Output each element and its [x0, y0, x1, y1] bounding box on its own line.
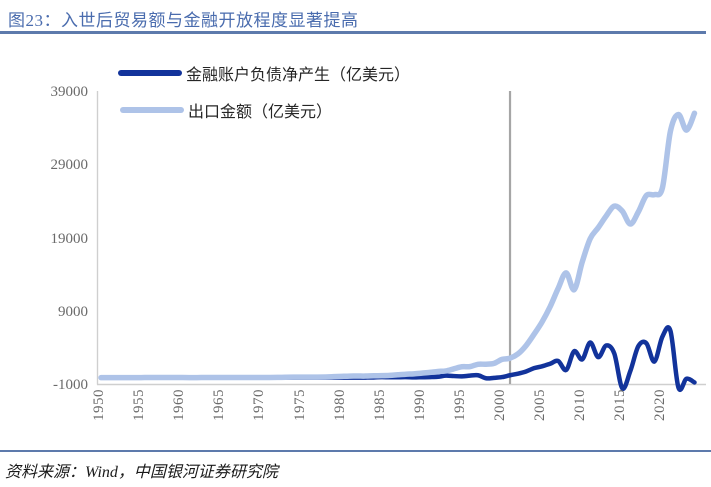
x-tick-label: 2015 [612, 389, 629, 421]
y-tick-label: -1000 [53, 377, 88, 393]
series-line-financial-liabilities [98, 325, 697, 392]
x-tick-label: 2000 [492, 389, 508, 421]
title-separator-line [0, 31, 706, 34]
footer-separator-line [0, 450, 711, 452]
x-tick-label: 1995 [451, 389, 468, 421]
data-source-note: 资料来源：Wind，中国银河证券研究院 [5, 464, 278, 481]
x-tick-label: 1980 [331, 389, 348, 421]
x-tick-label: 2010 [572, 389, 589, 421]
x-tick-label: 1990 [411, 389, 428, 421]
legend-label: 金融账户负债净产生（亿美元） [186, 67, 411, 84]
x-tick-label: 1970 [251, 389, 268, 421]
x-tick-label: 1975 [291, 389, 308, 421]
x-tick-label: 1955 [131, 389, 148, 421]
legend-label: 出口金额（亿美元） [188, 104, 333, 121]
x-tick-label: 1965 [211, 389, 228, 421]
y-tick-label: 29000 [50, 157, 89, 174]
legend-line-swatch-light [120, 107, 184, 113]
legend-item-financial-liabilities: 金融账户负债净产生（亿美元） [118, 61, 410, 85]
legend-item-exports: 出口金额（亿美元） [120, 98, 332, 122]
x-tick-label: 1960 [171, 389, 188, 421]
y-tick-label: 9000 [58, 303, 88, 320]
series-line-exports [98, 110, 698, 381]
x-tick-label: 1985 [371, 389, 388, 421]
y-tick-label: 39000 [50, 84, 89, 100]
legend-line-swatch-dark [118, 70, 182, 76]
x-tick-label: 2020 [652, 389, 669, 421]
y-tick-label: 19000 [50, 230, 89, 247]
x-tick-label: 2005 [532, 389, 549, 421]
chart-title: 图23：入世后贸易额与金融开放程度显著提高 [8, 11, 359, 30]
x-tick-label: 1950 [91, 389, 107, 421]
